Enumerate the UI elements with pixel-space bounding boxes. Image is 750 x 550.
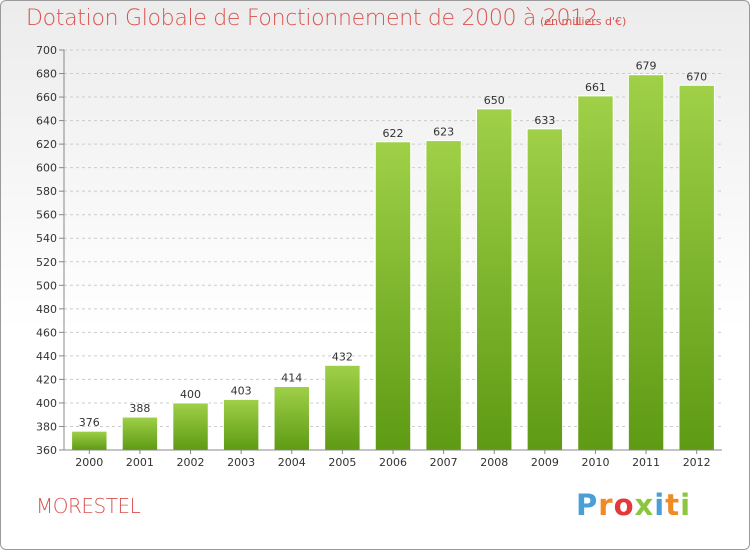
y-tick-label: 700 — [36, 44, 57, 57]
data-label: 650 — [484, 94, 505, 107]
bar — [526, 128, 564, 451]
logo-letter: r — [598, 488, 614, 522]
x-tick-label: 2002 — [177, 456, 205, 469]
bar — [71, 430, 108, 451]
data-label: 679 — [636, 60, 657, 73]
logo-letter: i — [680, 488, 692, 522]
logo-letter: i — [654, 488, 666, 522]
bar — [222, 398, 260, 451]
bar — [172, 402, 209, 451]
y-tick-label: 420 — [36, 373, 57, 386]
proxiti-logo[interactable]: Proxiti — [576, 488, 691, 522]
y-tick-label: 380 — [36, 420, 57, 433]
logo-letter: o — [613, 488, 635, 522]
x-tick-label: 2005 — [328, 456, 356, 469]
y-tick-label: 360 — [36, 444, 57, 457]
chart-title: Dotation Globale de Fonctionnement de 20… — [26, 6, 598, 31]
data-label: 388 — [129, 402, 150, 415]
bars: 376 388 400 403 414 432 622 623 650 633 661 679 670 — [71, 60, 715, 451]
y-tick-label: 660 — [36, 91, 57, 104]
bar — [476, 108, 513, 451]
bar — [273, 385, 310, 451]
data-label: 376 — [79, 416, 100, 429]
x-tick-label: 2000 — [75, 456, 103, 469]
logo-letter: P — [576, 488, 599, 522]
data-label: 400 — [180, 388, 201, 401]
y-tick-label: 400 — [36, 397, 57, 410]
bar — [324, 364, 361, 451]
x-tick-label: 2007 — [430, 456, 458, 469]
data-label: 661 — [585, 81, 606, 94]
data-label: 633 — [534, 114, 555, 127]
data-label: 403 — [231, 384, 252, 397]
y-tick-label: 600 — [36, 162, 57, 175]
commune-name: MORESTEL — [36, 494, 141, 518]
bar — [678, 84, 715, 451]
data-label: 623 — [433, 126, 454, 139]
x-tick-label: 2012 — [683, 456, 711, 469]
data-label: 670 — [686, 70, 707, 83]
x-tick-label: 2009 — [531, 456, 559, 469]
bar — [121, 416, 159, 451]
x-tick-label: 2010 — [581, 456, 609, 469]
bar — [425, 140, 462, 451]
y-tick-label: 480 — [36, 303, 57, 316]
logo-letter: x — [634, 488, 655, 522]
x-tick-label: 2011 — [632, 456, 660, 469]
data-label: 432 — [332, 350, 353, 363]
chart-unit: (en milliers d'€) — [540, 15, 627, 28]
x-tick-label: 2004 — [278, 456, 306, 469]
y-tick-label: 500 — [36, 279, 57, 292]
y-tick-label: 540 — [36, 232, 57, 245]
y-tick-label: 640 — [36, 115, 57, 128]
x-tick-label: 2001 — [126, 456, 154, 469]
y-tick-label: 440 — [36, 350, 57, 363]
y-tick-label: 620 — [36, 138, 57, 151]
y-tick-label: 520 — [36, 256, 57, 269]
data-label: 414 — [281, 371, 302, 384]
y-tick-label: 580 — [36, 185, 57, 198]
x-tick-label: 2008 — [480, 456, 508, 469]
bar — [627, 74, 665, 451]
axes: 360 380 400 420 440 460 480 500 520 540 560 580 600 6… — [36, 44, 722, 469]
data-label: 622 — [383, 127, 404, 140]
y-tick-label: 560 — [36, 209, 57, 222]
y-tick-label: 680 — [36, 68, 57, 81]
x-tick-label: 2003 — [227, 456, 255, 469]
logo-letter: t — [665, 488, 681, 522]
x-tick-label: 2006 — [379, 456, 407, 469]
bar — [374, 141, 412, 451]
bar — [577, 95, 614, 451]
y-tick-label: 460 — [36, 326, 57, 339]
